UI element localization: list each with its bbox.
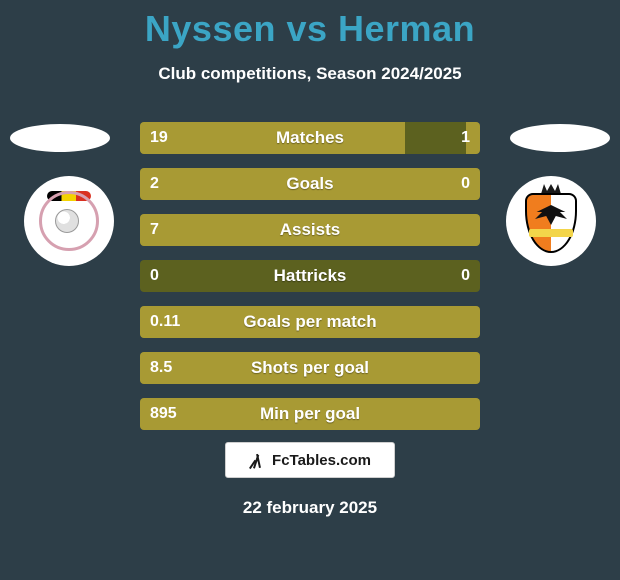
stat-bar: 00Hattricks bbox=[140, 260, 480, 292]
stat-label: Goals per match bbox=[140, 306, 480, 338]
player-right-name-plate bbox=[510, 124, 610, 152]
stat-label: Goals bbox=[140, 168, 480, 200]
date-text: 22 february 2025 bbox=[0, 498, 620, 518]
page-title: Nyssen vs Herman bbox=[0, 0, 620, 50]
subtitle: Club competitions, Season 2024/2025 bbox=[0, 64, 620, 84]
stat-label: Assists bbox=[140, 214, 480, 246]
stat-bar: 20Goals bbox=[140, 168, 480, 200]
fctables-logo: FcTables.com bbox=[225, 442, 395, 478]
stat-label: Shots per goal bbox=[140, 352, 480, 384]
stats-bars: 191Matches 20Goals 7Assists 00Hattricks 0.11… bbox=[140, 122, 480, 444]
chart-icon bbox=[249, 452, 267, 468]
stat-label: Min per goal bbox=[140, 398, 480, 430]
stat-bar: 191Matches bbox=[140, 122, 480, 154]
logo-text: FcTables.com bbox=[272, 452, 371, 469]
stat-label: Matches bbox=[140, 122, 480, 154]
stat-bar: 895Min per goal bbox=[140, 398, 480, 430]
player-left-name-plate bbox=[10, 124, 110, 152]
club-left-mark bbox=[33, 185, 105, 257]
stat-bar: 7Assists bbox=[140, 214, 480, 246]
stat-bar: 8.5Shots per goal bbox=[140, 352, 480, 384]
stat-label: Hattricks bbox=[140, 260, 480, 292]
club-right-mark bbox=[515, 185, 587, 257]
club-badge-left bbox=[24, 176, 114, 266]
club-badge-right bbox=[506, 176, 596, 266]
stat-bar: 0.11Goals per match bbox=[140, 306, 480, 338]
